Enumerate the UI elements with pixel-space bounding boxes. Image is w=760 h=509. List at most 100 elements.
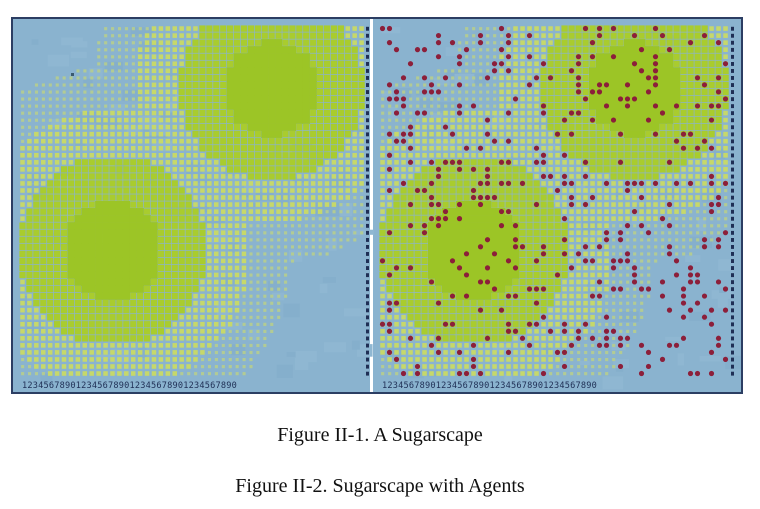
sugar-cell	[701, 39, 708, 46]
background-mottle	[389, 130, 396, 141]
sugar-cell	[318, 252, 322, 256]
sugar-cell	[526, 222, 533, 229]
sugar-cell	[289, 131, 296, 138]
sugar-cell	[19, 222, 26, 229]
sugar-cell	[421, 236, 428, 243]
sugar-cell	[270, 280, 274, 284]
sugar-cell	[430, 76, 434, 80]
sugar-cell	[393, 236, 400, 243]
sugar-cell	[117, 76, 122, 80]
sugar-cell	[421, 299, 428, 307]
sugar-cell	[582, 67, 589, 74]
sugar-cell	[527, 68, 532, 74]
sugar-cell	[220, 60, 227, 67]
sugar-cell	[165, 40, 171, 45]
sugar-cell	[324, 188, 330, 193]
sugar-cell	[486, 83, 490, 87]
sugar-cell	[123, 299, 130, 307]
sugar-cell	[270, 315, 274, 319]
sugar-cell	[74, 292, 82, 300]
sugar-cell	[41, 118, 45, 122]
sugar-cell	[254, 102, 262, 110]
sugar-cell	[247, 95, 255, 103]
sugar-cell	[694, 109, 701, 117]
sugar-cell	[554, 95, 561, 103]
sugar-cell	[547, 102, 554, 110]
agent-dot	[575, 54, 582, 60]
sugar-cell	[117, 364, 122, 369]
sugar-cell	[675, 238, 679, 242]
sugar-cell	[186, 145, 191, 151]
sugar-cell	[654, 224, 658, 228]
sugar-cell	[277, 224, 281, 228]
agent-dot	[407, 145, 414, 151]
sugar-cell	[407, 314, 414, 321]
sugar-cell	[199, 131, 206, 138]
sugar-cell	[26, 229, 33, 236]
agent-dot	[533, 300, 540, 306]
sugar-cell	[388, 125, 392, 129]
sugar-cell	[54, 173, 61, 180]
sugar-cell	[192, 257, 199, 265]
sugar-cell	[185, 123, 192, 131]
sugar-cell	[192, 74, 199, 82]
sugar-cell	[324, 202, 330, 207]
sugar-cell	[465, 76, 469, 80]
sugar-cell	[165, 82, 171, 88]
sugar-cell	[605, 357, 609, 362]
sugar-cell	[185, 95, 192, 103]
y-axis-tick	[731, 223, 734, 228]
sugar-cell	[116, 166, 123, 173]
sugar-cell	[124, 27, 128, 31]
sugar-cell	[41, 97, 45, 101]
sugar-cell	[477, 208, 485, 216]
sugar-cell	[345, 145, 350, 151]
sugar-cell	[555, 314, 560, 320]
sugar-cell	[81, 173, 88, 180]
background-mottle	[718, 259, 733, 271]
agent-dot	[596, 279, 603, 285]
sugar-cell	[288, 60, 297, 68]
sugar-cell	[60, 307, 68, 314]
sugar-cell	[19, 250, 26, 258]
agent-dot	[547, 328, 554, 334]
sugar-cell	[81, 180, 88, 187]
sugar-cell	[598, 336, 602, 341]
sugar-cell	[633, 224, 637, 228]
sugar-cell	[661, 238, 665, 242]
sugar-cell	[233, 109, 241, 117]
sugar-cell	[81, 299, 88, 307]
sugar-cell	[682, 217, 686, 221]
sugar-cell	[309, 74, 317, 82]
sugar-cell	[247, 166, 255, 173]
sugar-cell	[407, 278, 414, 286]
sugar-cell	[164, 307, 171, 314]
y-axis-tick	[366, 174, 369, 179]
sugar-cell	[626, 308, 630, 312]
sugar-cell	[673, 152, 680, 159]
sugar-cell	[401, 167, 406, 172]
sugar-cell	[88, 243, 96, 251]
sugar-cell	[179, 364, 184, 369]
background-mottle	[268, 281, 281, 291]
sugar-cell	[116, 194, 123, 201]
sugar-cell	[519, 215, 526, 222]
sugar-cell	[463, 180, 470, 187]
sugar-cell	[207, 372, 212, 376]
sugar-cell	[387, 174, 392, 179]
sugar-cell	[492, 117, 497, 123]
sugar-cell	[81, 278, 89, 286]
sugar-cell	[62, 111, 66, 115]
sugar-cell	[344, 81, 351, 89]
sugar-cell	[220, 53, 227, 60]
sugar-cell	[666, 131, 673, 138]
agent-dot	[393, 356, 400, 362]
sugar-cell	[157, 229, 165, 236]
sugar-cell	[673, 166, 680, 173]
agent-dot	[456, 110, 463, 116]
agent-dot	[477, 32, 484, 39]
sugar-cell	[171, 208, 178, 215]
sugar-cell	[288, 109, 297, 117]
sugar-cell	[103, 145, 108, 151]
sugar-cell	[67, 307, 75, 314]
